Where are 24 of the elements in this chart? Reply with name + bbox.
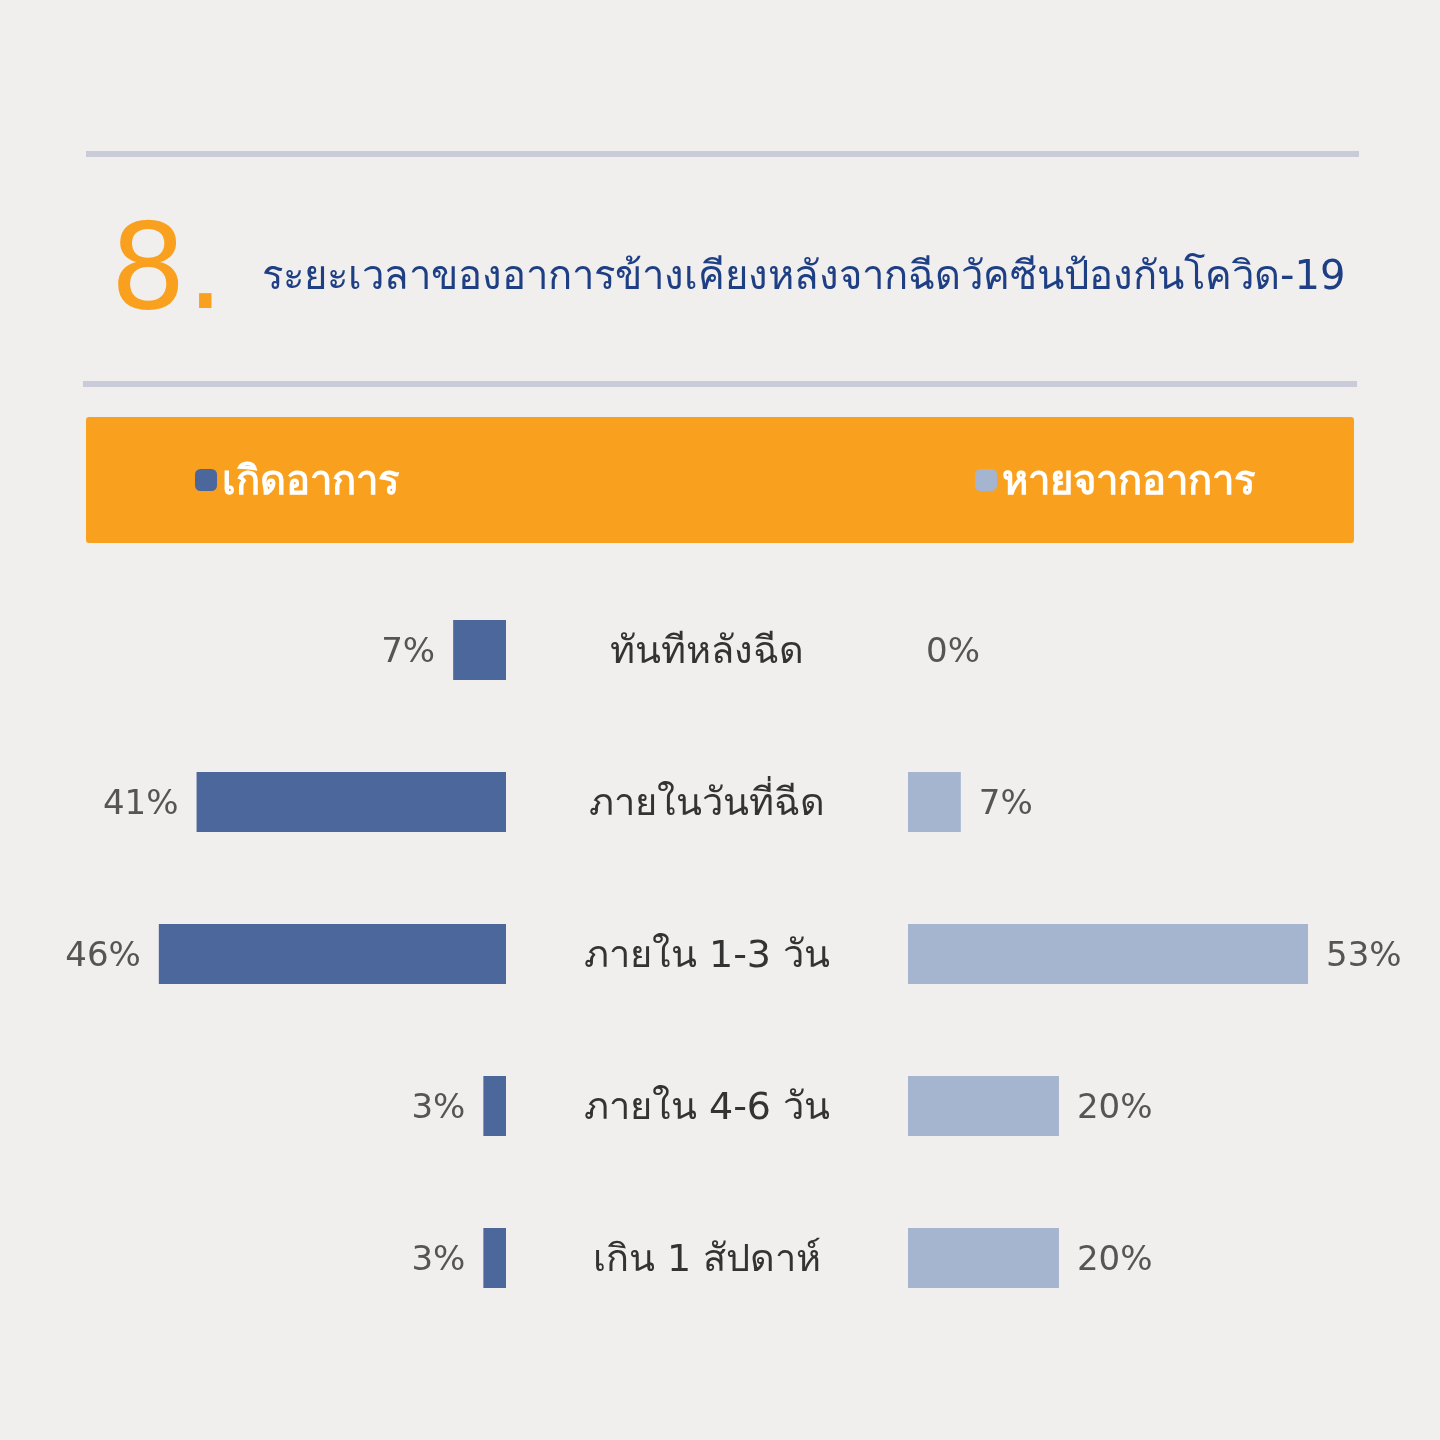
data-label: 0% — [926, 630, 980, 670]
bar — [158, 924, 506, 984]
bar — [483, 1076, 506, 1136]
text: 8. — [110, 196, 225, 338]
data-label: 3% — [411, 1086, 466, 1126]
y-tick-label: ทันทีหลังฉีด — [610, 628, 804, 672]
bar — [483, 1228, 506, 1288]
bar — [196, 772, 506, 832]
legend-label: หายจากอาการ — [1002, 457, 1256, 503]
data-label: 7% — [381, 630, 436, 670]
text: ระยะเวลาของอาการข้างเคียงหลังจากฉีดวัคซีนป้องกันโควิด-19 — [262, 251, 1346, 300]
y-tick-label: ภายใน 4-6 วัน — [583, 1084, 831, 1128]
bar — [453, 620, 506, 680]
data-label: 3% — [411, 1238, 466, 1278]
legend-label: เกิดอาการ — [222, 457, 400, 503]
data-label: 41% — [102, 782, 179, 822]
y-tick-label: เกิน 1 สัปดาห์ — [592, 1236, 822, 1280]
data-label: 20% — [1076, 1238, 1153, 1278]
data-label: 46% — [65, 934, 141, 974]
y-tick-label: ภายในวันที่ฉีด — [589, 776, 825, 824]
data-label: 20% — [1076, 1086, 1153, 1126]
data-label: 53% — [1326, 934, 1402, 974]
y-tick-label: ภายใน 1-3 วัน — [583, 932, 831, 976]
data-label: 7% — [978, 782, 1033, 822]
